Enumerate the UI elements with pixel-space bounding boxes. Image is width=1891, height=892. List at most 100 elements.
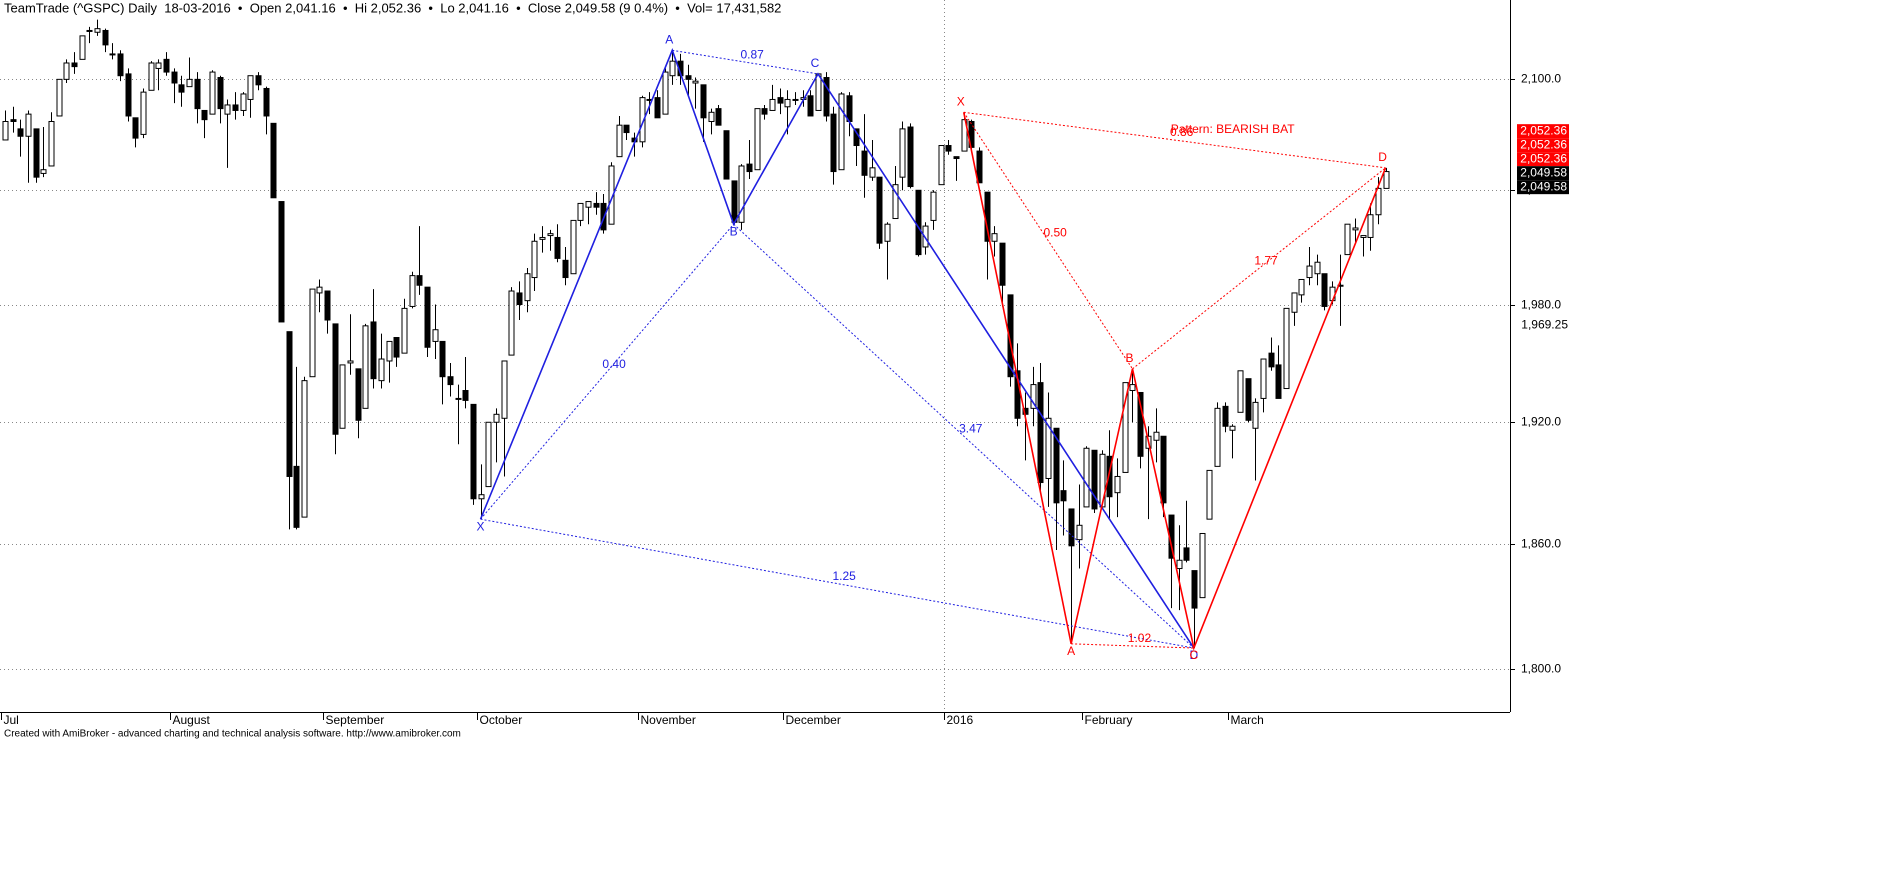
x-tick-label: March	[1231, 713, 1264, 727]
candle-body	[976, 150, 983, 184]
price-marker-label: 1,969.25	[1521, 318, 1568, 332]
candle-body	[1229, 425, 1236, 431]
candle-body	[685, 75, 692, 80]
candle-body	[424, 286, 431, 348]
x-tick-label: November	[641, 713, 696, 727]
candle-body	[148, 62, 155, 91]
candle-body	[692, 80, 699, 84]
candle-body	[953, 156, 960, 160]
candle-body	[309, 288, 316, 378]
candle-body	[531, 240, 538, 279]
candle-body	[562, 259, 569, 279]
candle-body	[700, 84, 707, 119]
candle-body	[1268, 352, 1275, 368]
candle-body	[777, 97, 784, 104]
candle-body	[1160, 435, 1167, 504]
candle-body	[25, 113, 32, 137]
price-tag-label: 2,049.58	[1520, 179, 1567, 193]
candle-body	[1114, 475, 1121, 494]
candle-body	[478, 494, 485, 500]
candle-body	[830, 113, 837, 173]
candle-body	[393, 337, 400, 358]
candle-body	[132, 117, 139, 139]
candle-body	[117, 53, 124, 77]
pattern-ratio-label: 1.25	[833, 569, 857, 583]
candle-body	[163, 58, 170, 73]
candle-body	[278, 201, 285, 323]
candle-body	[547, 233, 554, 237]
candle-body	[899, 128, 906, 178]
candle-body	[792, 98, 799, 101]
candle-body	[232, 104, 239, 111]
candle-body	[1306, 265, 1313, 279]
candle-body	[1007, 294, 1014, 378]
candle-body	[48, 120, 55, 167]
candle-body	[240, 93, 247, 111]
pattern-point-label: B	[1125, 351, 1133, 365]
candle-body	[662, 71, 669, 115]
candle-body	[1344, 223, 1351, 256]
candle-body	[593, 202, 600, 208]
candle-body	[293, 465, 300, 528]
candle-body	[1383, 171, 1390, 189]
candle-body	[63, 62, 70, 80]
candle-body	[654, 97, 661, 119]
candle-body	[1314, 261, 1321, 275]
candle-body	[439, 340, 446, 378]
candle-body	[999, 242, 1006, 286]
candle-body	[1137, 391, 1144, 457]
candle-body	[17, 128, 24, 137]
candle-body	[508, 290, 515, 356]
pattern-point-label: D	[1378, 150, 1387, 164]
candle-body	[224, 104, 231, 115]
candle-body	[33, 128, 40, 178]
candle-body	[915, 189, 922, 256]
candle-body	[10, 119, 17, 122]
pattern-point-label: A	[665, 32, 673, 46]
candle-body	[1122, 382, 1129, 473]
pattern-ratio-label: 0.87	[740, 47, 764, 61]
price-tag	[1517, 138, 1569, 153]
candle-body	[731, 180, 738, 223]
candle-body	[1045, 417, 1052, 479]
candle-body	[1037, 382, 1044, 484]
candle-body	[1091, 449, 1098, 510]
candle-body	[738, 165, 745, 223]
candle-body	[945, 145, 952, 152]
candle-body	[416, 275, 423, 286]
candle-body	[493, 413, 500, 423]
candle-body	[1206, 469, 1213, 520]
candle-body	[56, 78, 63, 117]
candle-body	[669, 60, 676, 77]
candle-body	[370, 321, 377, 380]
candle-body	[1260, 358, 1267, 399]
candle-body	[1099, 453, 1106, 508]
pattern-point-label: C	[1190, 648, 1199, 662]
candle-body	[723, 130, 730, 180]
candle-body	[784, 98, 791, 108]
candle-body	[109, 53, 116, 56]
candle-body	[1375, 187, 1382, 216]
candle-body	[332, 323, 339, 435]
candle-body	[501, 360, 508, 419]
candle-body	[608, 165, 615, 225]
candle-body	[186, 78, 193, 88]
candle-body	[715, 108, 722, 126]
candle-body	[876, 176, 883, 244]
candle-body	[930, 191, 937, 221]
pattern-ratio-label: 0.50	[1043, 226, 1067, 240]
candle-body	[823, 77, 830, 117]
pattern-ratio-line	[963, 111, 1386, 169]
pattern-ratio-label: 1.02	[1128, 631, 1152, 645]
pattern-ratio-label: 0.86	[1170, 125, 1194, 139]
candle-body	[1106, 455, 1113, 498]
candle-body	[194, 78, 201, 110]
pattern-ratio-line	[963, 112, 1133, 370]
candle-body	[409, 275, 416, 307]
candle-body	[1053, 427, 1060, 504]
candle-body	[869, 167, 876, 178]
candle-body	[71, 62, 78, 68]
candle-body	[255, 75, 262, 86]
